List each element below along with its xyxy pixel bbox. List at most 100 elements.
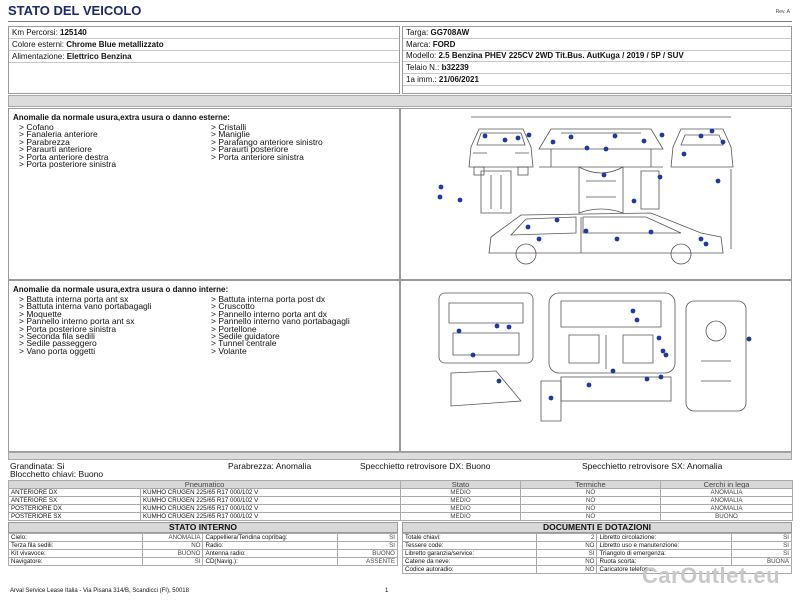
watermark: CarOutlet.eu bbox=[642, 563, 781, 588]
damage-item: > Porta posteriore sinistra bbox=[19, 159, 117, 170]
info-label: Modello: bbox=[406, 51, 437, 60]
condition-value: Si bbox=[56, 461, 65, 471]
table-row: Tessere code: NO Libretto uso e manutenzio… bbox=[401, 541, 792, 550]
damage-item: > Seconda fila sedili bbox=[19, 331, 95, 342]
tyre-cell: NO bbox=[520, 504, 662, 513]
cell-label: Tessere code: bbox=[401, 541, 538, 550]
damage-item: > Paraurti anteriore bbox=[19, 144, 92, 155]
cell-value: NO bbox=[536, 557, 598, 566]
cell-value: SI bbox=[730, 541, 792, 550]
cell-label: Terza fila sedili: bbox=[7, 541, 144, 550]
damage-item: > Tunnel centrale bbox=[211, 338, 277, 349]
table-row: Totale chiavi: 2 Libretto circolazione: SI bbox=[401, 533, 792, 542]
tyre-cell: MEDIO bbox=[400, 504, 522, 513]
cell-value: SI bbox=[336, 541, 399, 550]
damage-list: > Battuta interna porta post dx > Cruscot… bbox=[211, 294, 391, 356]
cell-label: Catene da neve: bbox=[401, 557, 538, 566]
cell-value: BUONO bbox=[142, 549, 204, 558]
page-title: STATO DEL VEICOLO bbox=[8, 3, 142, 18]
cell-label: Triangolo di emergenza: bbox=[596, 549, 732, 558]
revision: Rev. A bbox=[775, 9, 790, 15]
tyre-cell: ANOMALIA bbox=[660, 504, 794, 513]
header-row: Pneumatico Stato Termiche Cerchi in lega bbox=[7, 480, 794, 489]
info-row: Alimentazione: Elettrico Benzina bbox=[9, 51, 399, 63]
info-label: 1a imm.: bbox=[406, 75, 437, 84]
cell-label: Cielo: bbox=[7, 533, 144, 542]
title-rule bbox=[8, 21, 792, 22]
table-row: Cielo: ANOMALIA Cappelliera/Tendina coprib… bbox=[7, 533, 399, 542]
tyre-cell: KUMHO CRUGEN 225/65 R17 000/102 V bbox=[139, 496, 402, 505]
tyre-cell: NO bbox=[520, 488, 662, 497]
interior-damage: Anomalie da normale usura,extra usura o … bbox=[8, 280, 400, 452]
tyre-row: ANTERIORE DX KUMHO CRUGEN 225/65 R17 000/… bbox=[8, 488, 794, 497]
table-grid: Cielo: ANOMALIA Cappelliera/Tendina coprib… bbox=[7, 533, 399, 566]
condition-value: Buono bbox=[465, 461, 491, 471]
info-value: FORD bbox=[432, 40, 456, 49]
condition: Specchietto retrovisore DX: Buono bbox=[360, 461, 490, 471]
column-header: Pneumatico bbox=[7, 480, 402, 489]
damage-item: > Parabrezza bbox=[19, 136, 70, 147]
cell-value: SI bbox=[730, 533, 792, 542]
section-heading: Anomalie da normale usura,extra usura o … bbox=[13, 285, 229, 294]
page-number: 1 bbox=[385, 588, 389, 594]
tyre-cell: MEDIO bbox=[400, 512, 522, 521]
cell-label: Cappelliera/Tendina copribag: bbox=[202, 533, 338, 542]
tyre-cell: ANTERIORE DX bbox=[8, 488, 141, 497]
damage-item: > Pannello interno vano portabagagli bbox=[211, 316, 350, 327]
damage-item: > Parafango anteriore sinistro bbox=[211, 136, 323, 147]
tyre-cell: POSTERIORE DX bbox=[8, 504, 141, 513]
tyre-row: ANTERIORE SX KUMHO CRUGEN 225/65 R17 000/… bbox=[8, 496, 794, 505]
tyre-cell: ANOMALIA bbox=[660, 496, 794, 505]
info-right: Targa: GG708AW Marca: FORD Modello: 2.5 Be… bbox=[402, 26, 792, 94]
internal-state: STATO INTERNO Cielo: ANOMALIA Cappelliera/T… bbox=[7, 522, 399, 566]
cell-value: SI bbox=[142, 557, 204, 566]
table-title: DOCUMENTI E DOTAZIONI bbox=[402, 522, 792, 533]
damage-item: > Pannello interno porta ant dx bbox=[211, 308, 328, 319]
cell-label: Totale chiavi: bbox=[401, 533, 538, 542]
condition: Grandinata: Si bbox=[10, 461, 64, 471]
tyre-row: POSTERIORE DX KUMHO CRUGEN 225/65 R17 000… bbox=[8, 504, 794, 513]
damage-item: > Fanaleria anteriore bbox=[19, 129, 98, 140]
tyre-cell: MEDIO bbox=[400, 496, 522, 505]
documents: DOCUMENTI E DOTAZIONI Totale chiavi: 2 Libr… bbox=[401, 522, 792, 574]
condition-value: Anomalia bbox=[275, 461, 312, 471]
damage-item: > Porta posteriore sinistra bbox=[19, 323, 117, 334]
info-row: Km Percorsi: 125140 bbox=[9, 27, 399, 39]
table-row: Terza fila sedili: NO Radio: SI bbox=[7, 541, 399, 550]
info-row: Targa: GG708AW bbox=[403, 27, 791, 39]
info-label: Colore esterni: bbox=[12, 40, 65, 49]
damage-item: > Pannello interno porta ant sx bbox=[19, 316, 135, 327]
damage-item: > Moquette bbox=[19, 308, 62, 319]
tyres-grid: Pneumatico Stato Termiche Cerchi in lega ANT… bbox=[7, 480, 794, 521]
tyre-cell: KUMHO CRUGEN 225/65 R17 000/102 V bbox=[139, 488, 402, 497]
info-row: Modello: 2.5 Benzina PHEV 225CV 2WD Tit.… bbox=[403, 51, 791, 62]
info-value: GG708AW bbox=[430, 28, 470, 37]
cell-value: SI bbox=[536, 549, 598, 558]
damage-list: > Cofano > Fanaleria anteriore > Parabrezz… bbox=[19, 123, 209, 170]
info-value: b32239 bbox=[441, 63, 469, 72]
tyre-cell: KUMHO CRUGEN 225/65 R17 000/102 V bbox=[139, 512, 402, 521]
tyre-cell: ANOMALIA bbox=[660, 488, 794, 497]
condition: Parabrezza: Anomalia bbox=[228, 461, 311, 471]
cell-value: NO bbox=[536, 541, 598, 550]
cell-label: Antenna radio: bbox=[202, 549, 338, 558]
damage-item: > Sedile passeggero bbox=[19, 338, 97, 349]
cell-label: Caricatore telefono: bbox=[596, 565, 792, 574]
damage-item: > Volante bbox=[211, 345, 247, 356]
cell-label: Navigatore: bbox=[7, 557, 144, 566]
info-row: Marca: FORD bbox=[403, 39, 791, 51]
condition-label: Specchietto retrovisore SX: bbox=[582, 461, 685, 471]
tyres-table: Pneumatico Stato Termiche Cerchi in lega ANT… bbox=[7, 480, 794, 521]
condition-label: Blocchetto chiavi: bbox=[10, 469, 77, 479]
condition-value: Anomalia bbox=[686, 461, 723, 471]
interior-diagram bbox=[400, 280, 792, 452]
info-value: Chrome Blue metallizzato bbox=[66, 40, 164, 49]
damage-list: > Battuta interna porta ant sx > Battuta … bbox=[19, 295, 209, 356]
damage-item: > Sedile guidatore bbox=[211, 331, 280, 342]
damage-item: > Battuta interna porta post dx bbox=[211, 294, 326, 304]
section-heading: Anomalie da normale usura,extra usura o … bbox=[13, 113, 230, 122]
cell-value: BUONO bbox=[336, 549, 399, 558]
table-row: Codice autoradio: NO Caricatore telefono: bbox=[401, 565, 792, 574]
info-label: Telaio N.: bbox=[406, 63, 440, 72]
